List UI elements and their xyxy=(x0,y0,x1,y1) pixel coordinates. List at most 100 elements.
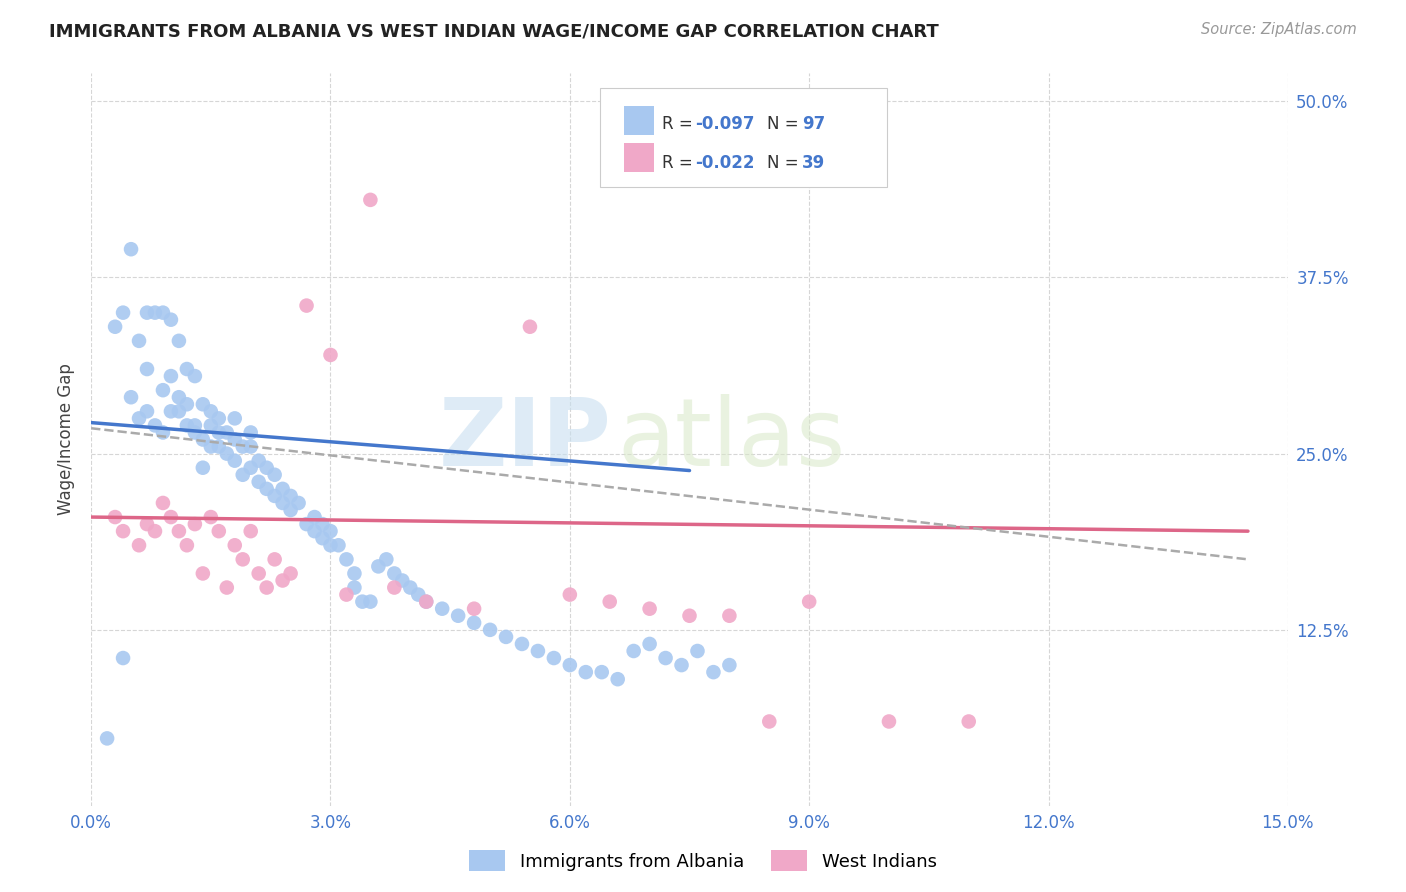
Text: ZIP: ZIP xyxy=(439,393,612,485)
Point xyxy=(184,418,207,433)
Point xyxy=(311,531,333,545)
Point xyxy=(430,601,453,615)
Text: 97: 97 xyxy=(801,115,825,133)
Text: -0.022: -0.022 xyxy=(696,154,755,172)
Point xyxy=(184,517,207,532)
Point xyxy=(208,411,231,425)
Point xyxy=(224,411,246,425)
Point xyxy=(406,588,429,602)
Point xyxy=(143,524,166,538)
Point xyxy=(136,517,159,532)
Point xyxy=(232,552,254,566)
Point xyxy=(295,299,318,313)
Point xyxy=(128,411,150,425)
Point xyxy=(638,601,661,615)
FancyBboxPatch shape xyxy=(600,87,887,186)
Point xyxy=(96,731,118,746)
Point xyxy=(367,559,389,574)
Point xyxy=(167,404,190,418)
Point xyxy=(176,397,198,411)
Point xyxy=(167,524,190,538)
Point xyxy=(678,608,700,623)
Point xyxy=(184,369,207,384)
Text: -0.097: -0.097 xyxy=(696,115,755,133)
Point xyxy=(311,517,333,532)
Text: N =: N = xyxy=(768,154,804,172)
Point xyxy=(120,390,142,404)
Point xyxy=(287,496,309,510)
Point xyxy=(319,524,342,538)
Point xyxy=(304,524,326,538)
Point xyxy=(591,665,613,680)
Point xyxy=(382,566,405,581)
FancyBboxPatch shape xyxy=(624,143,654,172)
Point xyxy=(152,383,174,397)
FancyBboxPatch shape xyxy=(624,106,654,136)
Point xyxy=(239,460,262,475)
Point xyxy=(758,714,780,729)
Point xyxy=(686,644,709,658)
Point xyxy=(359,594,381,608)
Point xyxy=(671,658,693,673)
Point xyxy=(519,319,541,334)
Point xyxy=(104,319,127,334)
Point xyxy=(280,503,302,517)
Point xyxy=(256,460,278,475)
Point xyxy=(160,404,183,418)
Point xyxy=(200,510,222,524)
Point xyxy=(120,242,142,256)
Point xyxy=(224,453,246,467)
Point xyxy=(335,588,357,602)
Point xyxy=(304,510,326,524)
Point xyxy=(232,440,254,454)
Point xyxy=(479,623,502,637)
Point xyxy=(352,594,374,608)
Point xyxy=(215,447,238,461)
Point xyxy=(143,305,166,319)
Point xyxy=(510,637,533,651)
Text: R =: R = xyxy=(662,154,697,172)
Point xyxy=(463,601,485,615)
Point xyxy=(239,425,262,440)
Point xyxy=(319,538,342,552)
Text: N =: N = xyxy=(768,115,804,133)
Legend: Immigrants from Albania, West Indians: Immigrants from Albania, West Indians xyxy=(463,843,943,879)
Point xyxy=(295,517,318,532)
Point xyxy=(247,566,270,581)
Point xyxy=(208,524,231,538)
Point xyxy=(558,658,581,673)
Point xyxy=(200,418,222,433)
Point xyxy=(263,552,285,566)
Point xyxy=(191,566,214,581)
Point xyxy=(263,489,285,503)
Point xyxy=(957,714,980,729)
Point xyxy=(160,369,183,384)
Point xyxy=(328,538,350,552)
Point xyxy=(718,658,741,673)
Y-axis label: Wage/Income Gap: Wage/Income Gap xyxy=(58,364,75,516)
Point xyxy=(191,460,214,475)
Point xyxy=(191,397,214,411)
Point xyxy=(543,651,565,665)
Point xyxy=(136,305,159,319)
Point xyxy=(447,608,470,623)
Point xyxy=(239,524,262,538)
Point xyxy=(176,538,198,552)
Point xyxy=(104,510,127,524)
Point xyxy=(718,608,741,623)
Point xyxy=(271,496,294,510)
Text: atlas: atlas xyxy=(617,393,846,485)
Point xyxy=(877,714,900,729)
Point xyxy=(335,552,357,566)
Text: Source: ZipAtlas.com: Source: ZipAtlas.com xyxy=(1201,22,1357,37)
Point xyxy=(152,496,174,510)
Point xyxy=(263,467,285,482)
Point xyxy=(167,334,190,348)
Point xyxy=(654,651,676,665)
Point xyxy=(239,440,262,454)
Point xyxy=(799,594,821,608)
Point xyxy=(343,581,366,595)
Point xyxy=(391,574,413,588)
Text: 39: 39 xyxy=(801,154,825,172)
Point xyxy=(232,467,254,482)
